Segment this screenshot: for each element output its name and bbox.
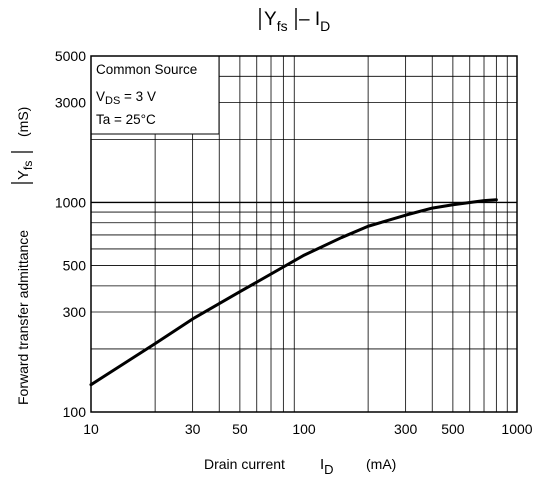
- y-tick-label: 300: [63, 304, 87, 320]
- annotation-box-border: [90, 55, 220, 135]
- x-tick-label: 30: [185, 421, 201, 437]
- svg-text:Yfs: Yfs: [264, 9, 288, 34]
- annotation-vds-sub: DS: [105, 95, 120, 107]
- svg-text:ID: ID: [320, 456, 334, 477]
- plot-frame: [90, 55, 518, 413]
- annotation-temperature: Ta = 25°C: [96, 112, 156, 127]
- y-axis-label-symbol: Y: [15, 170, 32, 180]
- y-tick-label: 100: [63, 404, 87, 420]
- svg-text:Yfs: Yfs: [15, 161, 35, 180]
- title-symbol-sub: fs: [277, 18, 288, 34]
- chart-title: Yfs – ID: [259, 8, 330, 34]
- y-axis-label: Forward transfer admittance Yfs (mS): [11, 107, 35, 405]
- series-layer: [89, 198, 498, 387]
- x-tick-label: 1000: [501, 421, 532, 437]
- x-tick-label: 100: [292, 421, 316, 437]
- x-axis-label-symbol-sub: D: [324, 462, 333, 477]
- series-line-1: [89, 198, 498, 387]
- x-tick-labels: 10 30 50 100 300 500 1000: [83, 421, 533, 437]
- svg-text:Forward transfer admittance: Forward transfer admittance: [15, 230, 31, 405]
- annotation-box: Common Source VDS = 3 V Ta = 25°C: [90, 55, 220, 135]
- annotation-vds-value: = 3 V: [120, 89, 156, 104]
- x-tick-label: 50: [232, 421, 248, 437]
- x-tick-label: 10: [83, 421, 99, 437]
- x-tick-label: 500: [441, 421, 465, 437]
- y-tick-label: 1000: [55, 194, 86, 210]
- y-tick-label: 500: [63, 258, 87, 274]
- x-axis-label-unit: (mA): [366, 456, 396, 472]
- svg-text:– ID: – ID: [299, 9, 330, 34]
- title-suffix: – I: [299, 9, 320, 30]
- y-tick-label: 5000: [55, 48, 86, 64]
- x-axis-label-symbol: I: [320, 456, 324, 473]
- svg-text:Drain current: Drain current: [204, 456, 285, 472]
- y-axis-label-unit: (mS): [15, 107, 31, 137]
- x-axis-label: Drain current ID (mA): [204, 456, 396, 477]
- annotation-common-source: Common Source: [96, 62, 197, 77]
- title-suffix-sub: D: [320, 18, 330, 34]
- x-axis-label-main: Drain current: [204, 456, 285, 472]
- y-tick-labels: 100 300 500 1000 3000 5000: [55, 48, 86, 420]
- y-axis-label-symbol-sub: fs: [21, 161, 35, 170]
- annotation-vds-symbol: V: [96, 89, 105, 104]
- y-tick-label: 3000: [55, 94, 86, 110]
- y-axis-label-main: Forward transfer admittance: [15, 230, 31, 405]
- x-tick-label: 300: [394, 421, 418, 437]
- svg-text:VDS = 3 V: VDS = 3 V: [96, 89, 156, 107]
- grid: [91, 56, 517, 412]
- title-symbol: Y: [264, 9, 277, 30]
